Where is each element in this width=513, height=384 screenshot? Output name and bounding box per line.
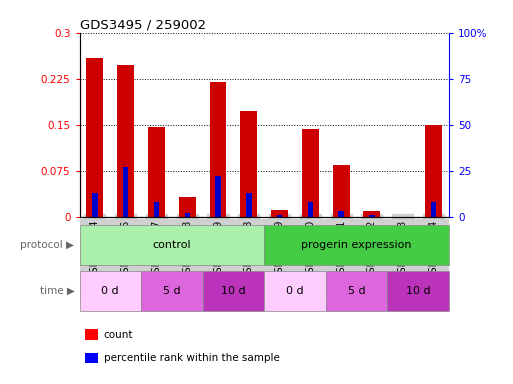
Bar [369, 215, 374, 217]
Text: protocol ▶: protocol ▶ [21, 240, 74, 250]
Text: GDS3495 / 259002: GDS3495 / 259002 [80, 18, 206, 31]
Bar [246, 193, 251, 217]
Text: progerin expression: progerin expression [301, 240, 412, 250]
Text: 0 d: 0 d [102, 286, 119, 296]
Bar [154, 202, 159, 217]
Text: 5 d: 5 d [348, 286, 365, 296]
Bar [179, 197, 196, 217]
Bar [203, 271, 264, 311]
Bar [425, 125, 442, 217]
Bar [215, 176, 221, 217]
Bar [302, 129, 319, 217]
Bar [80, 271, 141, 311]
Bar [117, 65, 134, 217]
Bar [431, 202, 436, 217]
Text: 5 d: 5 d [163, 286, 181, 296]
Bar [141, 271, 203, 311]
Text: 10 d: 10 d [406, 286, 430, 296]
Bar [308, 202, 313, 217]
Bar [85, 329, 98, 340]
Bar [332, 165, 350, 217]
Text: percentile rank within the sample: percentile rank within the sample [104, 353, 280, 363]
Text: count: count [104, 330, 133, 340]
Bar [123, 167, 128, 217]
Bar [264, 225, 449, 265]
Bar [209, 82, 226, 217]
Bar [339, 212, 344, 217]
Bar [148, 127, 165, 217]
Bar [363, 211, 381, 217]
Bar [85, 353, 98, 363]
Text: 0 d: 0 d [286, 286, 304, 296]
Bar [92, 193, 97, 217]
Bar [185, 213, 190, 217]
Bar [240, 111, 257, 217]
Bar [387, 271, 449, 311]
Bar [326, 271, 387, 311]
Text: control: control [152, 240, 191, 250]
Bar [264, 271, 326, 311]
Bar [80, 225, 264, 265]
Bar [271, 210, 288, 217]
Text: 10 d: 10 d [221, 286, 246, 296]
Text: time ▶: time ▶ [40, 286, 74, 296]
Bar [277, 215, 282, 217]
Bar [86, 58, 103, 217]
